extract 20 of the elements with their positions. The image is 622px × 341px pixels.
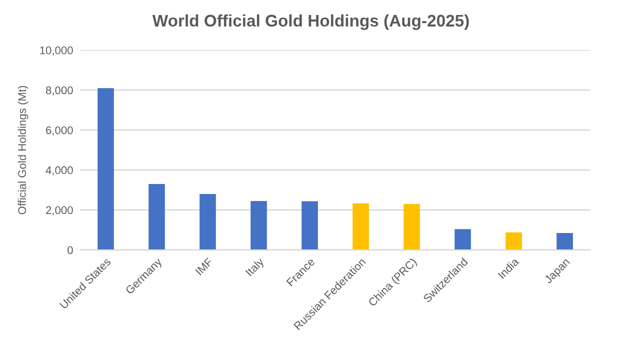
- bar: [506, 232, 522, 250]
- bar: [352, 203, 369, 250]
- bar: [404, 204, 420, 250]
- y-tick-label: 4,000: [46, 166, 73, 176]
- bar: [250, 200, 267, 250]
- x-tick-label: Italy: [245, 256, 266, 278]
- y-tick-label: 0: [68, 246, 73, 254]
- bar: [302, 201, 318, 250]
- bar: [556, 232, 573, 250]
- y-tick-label: 2,000: [46, 206, 73, 216]
- y-tick-label: 8,000: [46, 86, 73, 96]
- y-tick-label: 6,000: [46, 126, 73, 136]
- bar: [454, 229, 471, 250]
- bar: [98, 88, 114, 250]
- x-tick-label: IMF: [195, 258, 214, 276]
- y-axis-title: Official Gold Holdings (Mt): [18, 86, 28, 214]
- bar: [148, 184, 165, 250]
- y-tick-label: 10,000: [40, 46, 73, 56]
- bar: [200, 194, 216, 250]
- chart-title: World Official Gold Holdings (Aug-2025): [152, 14, 469, 30]
